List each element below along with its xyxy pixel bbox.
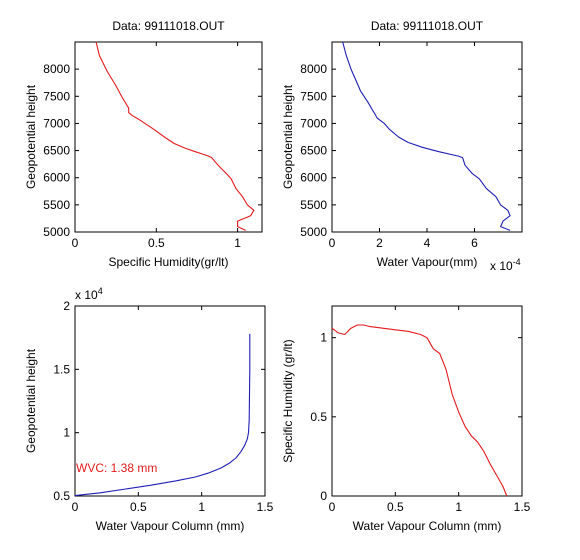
y-tick-label: 1	[320, 331, 327, 345]
y-tick-label: 6000	[43, 171, 70, 185]
y-scale-base: x 10	[75, 288, 98, 302]
chart-title: Data: 99111018.OUT	[371, 19, 484, 33]
y-tick-label: 0.5	[310, 410, 327, 424]
y-tick-label: 7000	[300, 116, 327, 130]
y-tick-label: 7500	[300, 89, 327, 103]
y-axis-label: Specific Humidity (gr/lt)	[281, 339, 295, 462]
x-axis-label: Specific Humidity(gr/lt)	[108, 255, 228, 269]
y-tick-label: 6500	[43, 144, 70, 158]
chart-panel-4: 0 0.5 1 1.5 0 0.5 1 Water Vapour Column (mm) Spe…	[281, 305, 531, 533]
y-axis-label: Geopotential height	[24, 348, 38, 453]
x-tick-label: 1.5	[514, 500, 531, 514]
y-tick-label: 5500	[300, 198, 327, 212]
x-tick-label: 0.5	[130, 500, 147, 514]
x-tick-label: 1	[455, 500, 462, 514]
x-scale-base: x 10	[490, 259, 513, 273]
y-tick-label: 5500	[43, 198, 70, 212]
y-tick-label: 1.5	[53, 362, 70, 376]
y-tick-label: 1	[63, 426, 70, 440]
wvc-annotation: WVC: 1.38 mm	[76, 461, 157, 475]
axes-box	[331, 41, 523, 233]
x-tick-label: 0.5	[387, 500, 404, 514]
y-tick-label: 7000	[43, 116, 70, 130]
y-tick-label: 6500	[300, 144, 327, 158]
x-tick-label: 6	[471, 236, 478, 250]
axes-box	[331, 305, 523, 497]
series-line-1	[74, 333, 251, 497]
x-tick-label: 1	[234, 236, 241, 250]
x-axis-label: Water Vapour(mm)	[377, 255, 478, 269]
x-tick-label: 0.5	[148, 236, 165, 250]
y-tick-label: 7500	[43, 89, 70, 103]
series-line-1	[95, 41, 255, 231]
y-tick-label: 5000	[43, 225, 70, 239]
axes-box	[74, 305, 266, 497]
x-tick-label: 2	[376, 236, 383, 250]
x-axis-label: Water Vapour Column (mm)	[353, 519, 502, 533]
y-tick-label: 2	[63, 299, 70, 313]
y-tick-label: 5000	[300, 225, 327, 239]
axes-box	[74, 41, 263, 233]
series-line-1	[342, 41, 511, 231]
x-tick-label: 1.5	[257, 500, 274, 514]
x-scale-multiplier: x 10-4	[490, 257, 521, 273]
chart-panel-1: 0 0.5 1 5000 5500 6000 6500 7000 7500 8000 Data: 9…	[24, 19, 263, 269]
x-axis-label: Water Vapour Column (mm)	[96, 519, 245, 533]
x-tick-label: 1	[198, 500, 205, 514]
x-tick-label: 4	[424, 236, 431, 250]
x-tick-label: 0	[329, 236, 336, 250]
y-axis-label: Geopotential height	[281, 84, 295, 189]
y-tick-label: 0	[320, 489, 327, 503]
x-tick-label: 0	[72, 500, 79, 514]
y-scale-multiplier: x 104	[75, 286, 103, 302]
y-tick-label: 0.5	[53, 489, 70, 503]
y-scale-exponent: 4	[98, 286, 103, 296]
y-tick-label: 8000	[43, 62, 70, 76]
y-axis-label: Geopotential height	[24, 84, 38, 189]
y-tick-label: 8000	[300, 62, 327, 76]
series-line-1	[331, 324, 508, 497]
y-tick-label: 6000	[300, 171, 327, 185]
x-scale-exponent: -4	[513, 257, 521, 267]
chart-panel-2: 0 2 4 6 5000 5500 6000 6500 7000 7500 8000 Data: 99…	[281, 19, 523, 273]
x-tick-label: 0	[329, 500, 336, 514]
x-tick-label: 0	[72, 236, 79, 250]
chart-title: Data: 99111018.OUT	[112, 19, 225, 33]
